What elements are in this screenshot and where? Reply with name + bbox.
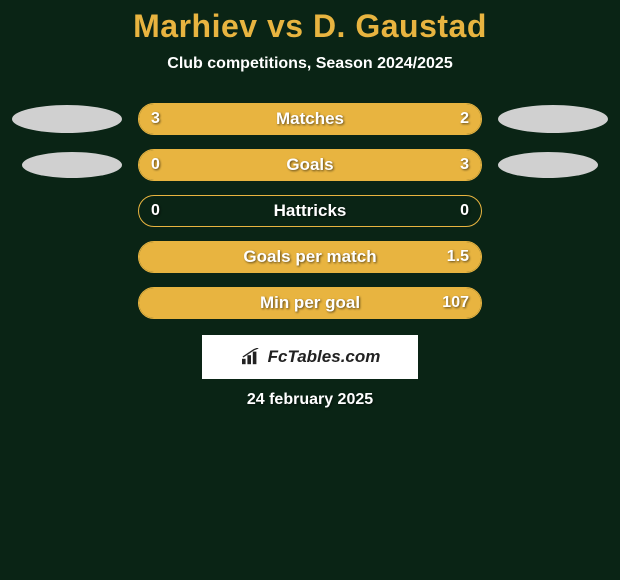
stat-bar: 32Matches [138,103,482,135]
source-badge[interactable]: FcTables.com [202,335,418,379]
stat-label: Goals [139,150,481,180]
stat-label: Hattricks [139,196,481,226]
stats-list: 32Matches 03Goals 00Hattricks 1.5Goals per … [0,103,620,319]
player-right-marker [498,152,598,178]
stat-label: Matches [139,104,481,134]
stat-row: 00Hattricks [0,195,620,227]
stat-bar: 1.5Goals per match [138,241,482,273]
player-left-marker [12,105,122,133]
page-title: Marhiev vs D. Gaustad [0,8,620,45]
stat-label: Min per goal [139,288,481,318]
snapshot-date: 24 february 2025 [0,391,620,409]
stat-row: 03Goals [0,149,620,181]
stat-label: Goals per match [139,242,481,272]
page-subtitle: Club competitions, Season 2024/2025 [0,55,620,73]
stat-bar: 00Hattricks [138,195,482,227]
stat-bar: 107Min per goal [138,287,482,319]
stat-bar: 03Goals [138,149,482,181]
stat-row: 1.5Goals per match [0,241,620,273]
player-left-marker [22,152,122,178]
player-right-marker [498,105,608,133]
bar-chart-icon [240,348,262,366]
stat-row: 32Matches [0,103,620,135]
source-badge-text: FcTables.com [268,347,381,367]
stat-row: 107Min per goal [0,287,620,319]
